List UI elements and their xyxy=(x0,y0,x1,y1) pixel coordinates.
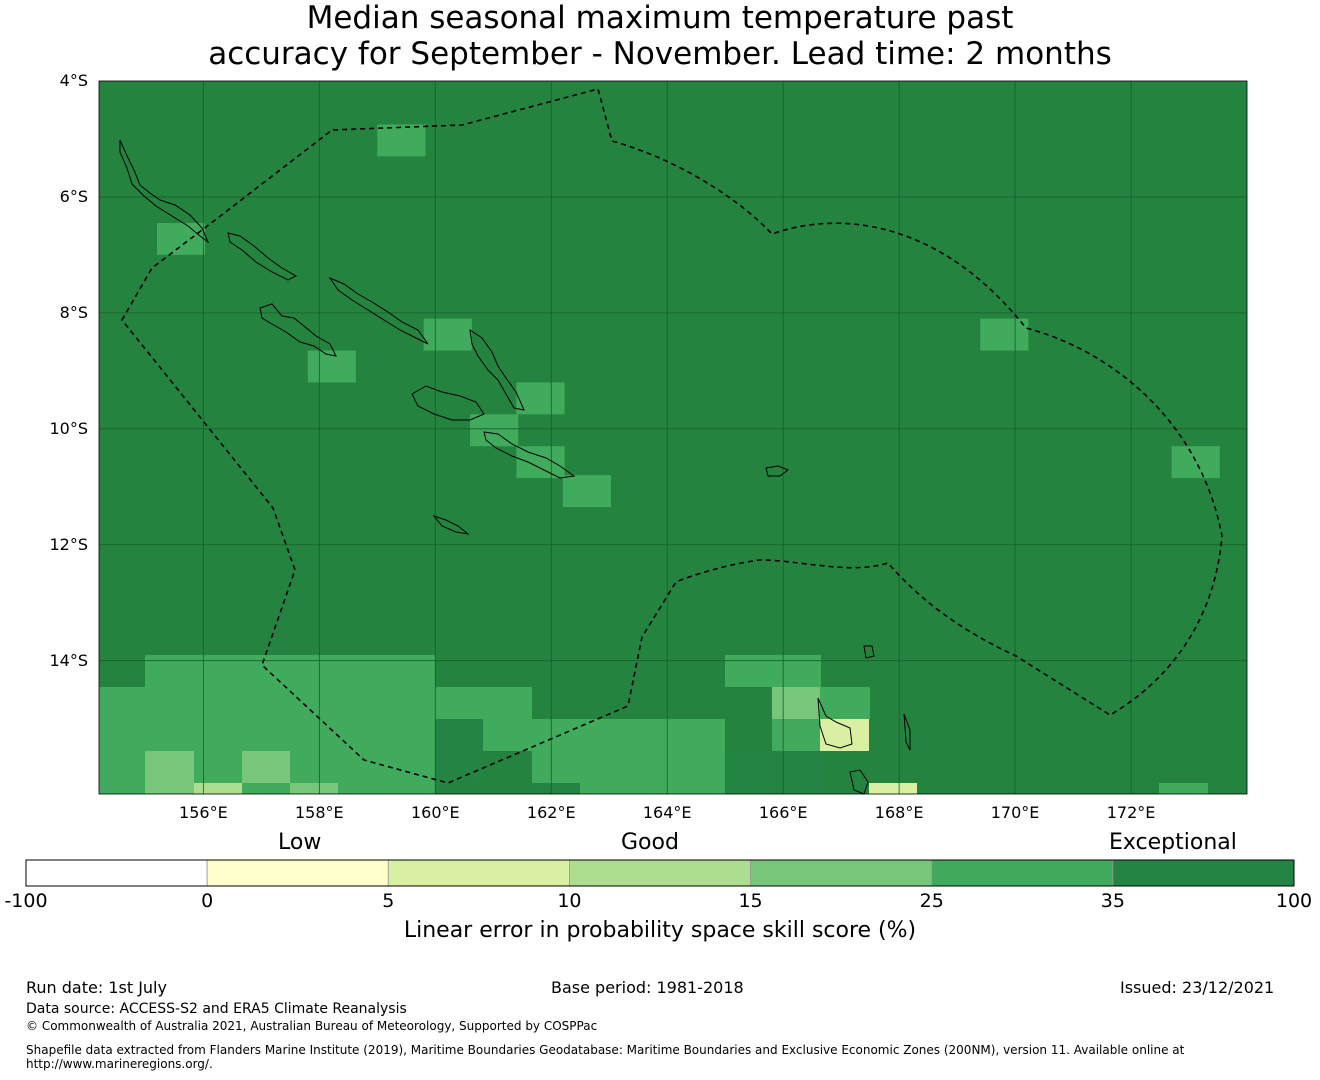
colorbar-segment xyxy=(1112,859,1295,887)
run-date: Run date: 1st July xyxy=(26,978,167,997)
skill-cell xyxy=(1159,783,1208,794)
skill-cell xyxy=(156,223,206,255)
island-rennell xyxy=(432,514,470,535)
island-guadalcanal xyxy=(411,385,485,421)
latitude-label: 12°S xyxy=(49,534,88,554)
island-choiseul xyxy=(227,232,298,281)
latitude-label: 8°S xyxy=(59,302,88,322)
island-pentecost xyxy=(903,713,911,751)
colorbar-segment xyxy=(750,859,933,887)
island-espiritu-santo xyxy=(817,697,853,749)
colorbar-tick-label: 5 xyxy=(382,890,395,912)
skill-cells xyxy=(99,124,1220,794)
colorbar-segment xyxy=(25,859,208,887)
colorbar-frame xyxy=(25,859,1295,887)
colorbar-tick-label: 35 xyxy=(1100,890,1125,912)
longitude-label: 170°E xyxy=(990,803,1040,822)
longitude-label: 166°E xyxy=(758,803,808,822)
skill-cell xyxy=(423,318,472,351)
skill-cell xyxy=(435,687,532,719)
island-malaita xyxy=(469,328,525,411)
longitude-label: 162°E xyxy=(526,803,576,822)
colorbar xyxy=(25,859,1295,887)
colorbar-tick-label: 0 xyxy=(201,890,214,912)
skill-cell xyxy=(516,446,565,479)
shapefile-credit: Shapefile data extracted from Flanders M… xyxy=(26,1043,1185,1071)
latitude-label: 14°S xyxy=(49,650,88,670)
island-banks xyxy=(863,645,875,659)
skill-cell xyxy=(435,719,483,783)
map-title-line-2: accuracy for September - November. Lead … xyxy=(208,36,1112,72)
category-good-label: Good xyxy=(621,830,679,855)
data-source: Data source: ACCESS-S2 and ERA5 Climate … xyxy=(26,1001,407,1017)
skill-cell xyxy=(532,783,580,794)
longitude-label: 172°E xyxy=(1106,803,1156,822)
skill-cell xyxy=(725,751,822,794)
colorbar-title: Linear error in probability space skill … xyxy=(403,918,917,943)
map-frame xyxy=(98,80,1248,795)
skill-cell xyxy=(483,719,725,751)
latitude-label: 4°S xyxy=(59,71,88,90)
category-low-label: Low xyxy=(278,830,322,855)
longitude-label: 158°E xyxy=(294,803,344,822)
colorbar-segment xyxy=(569,859,751,887)
longitude-label: 164°E xyxy=(642,803,692,822)
island-santa-cruz xyxy=(765,465,790,477)
skill-cell xyxy=(820,719,869,751)
colorbar-segment xyxy=(931,859,1114,887)
island-makira xyxy=(483,431,576,479)
base-period: Base period: 1981-2018 xyxy=(551,978,744,997)
island-malekula xyxy=(849,769,869,795)
colorbar-segment xyxy=(206,859,389,887)
skill-cell xyxy=(1171,446,1220,479)
colorbar-segment xyxy=(387,859,570,887)
colorbar-tick-label: 15 xyxy=(738,890,763,912)
colorbar-tick-label: 25 xyxy=(919,890,944,912)
skill-cell xyxy=(772,719,820,751)
skill-cell xyxy=(194,783,242,794)
skill-cell xyxy=(869,783,917,794)
island-bougainville xyxy=(119,139,210,244)
skill-cell xyxy=(290,783,338,794)
colorbar-tick-label: -100 xyxy=(4,890,48,912)
copyright: © Commonwealth of Australia 2021, Austra… xyxy=(26,1019,598,1033)
island-new-georgia xyxy=(259,303,337,357)
skill-cell xyxy=(145,751,194,794)
colorbar-tick-label: 10 xyxy=(557,890,582,912)
skill-cell xyxy=(980,318,1029,351)
skill-cell xyxy=(772,687,820,719)
skill-cell xyxy=(307,350,356,383)
longitude-label: 156°E xyxy=(179,803,228,822)
eez-boundary-line xyxy=(121,88,1223,784)
skill-cell xyxy=(516,382,565,415)
skill-cell xyxy=(377,124,426,157)
issued-date: Issued: 23/12/2021 xyxy=(1120,978,1275,997)
island-santa-isabel xyxy=(328,276,429,345)
longitude-label: 168°E xyxy=(874,803,924,822)
skill-cell xyxy=(242,751,290,783)
skill-cell xyxy=(470,414,519,447)
latitude-label: 10°S xyxy=(49,418,88,438)
colorbar-tick-label: 100 xyxy=(1275,890,1313,912)
skill-cell xyxy=(562,475,611,508)
latitude-label: 6°S xyxy=(59,186,88,206)
skill-cell xyxy=(725,655,821,687)
eez-boundary xyxy=(121,88,1223,784)
category-exceptional-label: Exceptional xyxy=(1109,830,1237,855)
graticule xyxy=(99,81,1247,794)
longitude-label: 160°E xyxy=(410,803,460,822)
map-title-line-1: Median seasonal maximum temperature past xyxy=(306,0,1014,36)
coastlines xyxy=(119,139,911,795)
